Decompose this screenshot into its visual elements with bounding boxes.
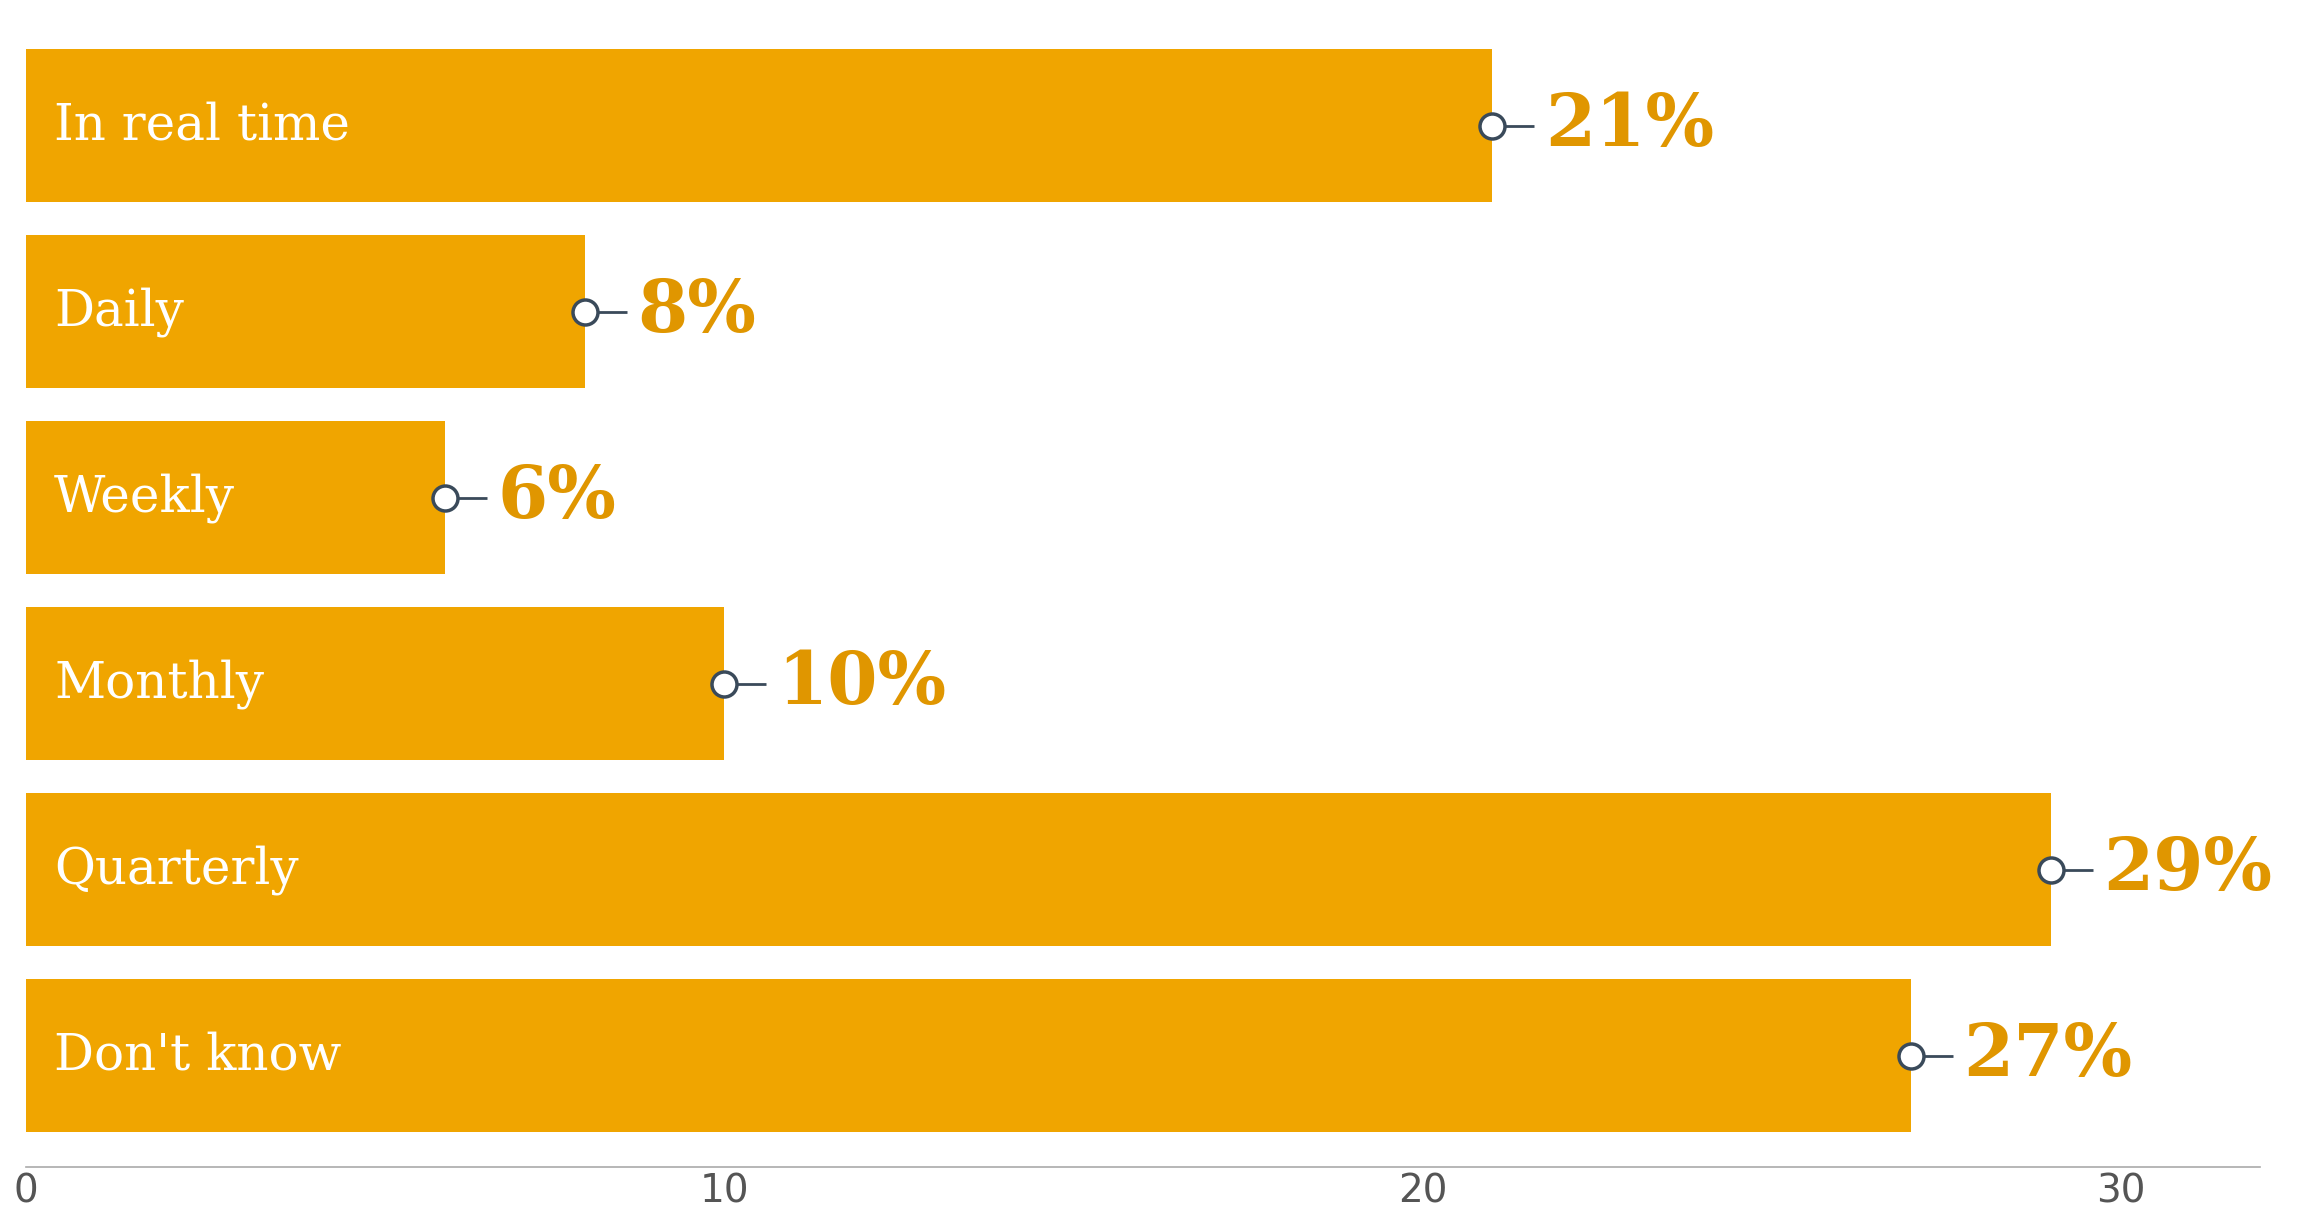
Text: Daily: Daily bbox=[53, 286, 183, 337]
Bar bbox=[25, 49, 1492, 202]
Text: 6%: 6% bbox=[498, 461, 616, 534]
Bar bbox=[25, 793, 2051, 946]
Text: 10%: 10% bbox=[776, 647, 945, 718]
Text: 8%: 8% bbox=[637, 277, 755, 348]
Text: In real time: In real time bbox=[53, 100, 350, 151]
Text: Monthly: Monthly bbox=[53, 659, 264, 709]
Text: Weekly: Weekly bbox=[53, 472, 236, 523]
Text: Don't know: Don't know bbox=[53, 1031, 341, 1081]
Text: 21%: 21% bbox=[1545, 91, 1715, 162]
Bar bbox=[25, 421, 445, 574]
Text: Quarterly: Quarterly bbox=[53, 845, 299, 895]
Text: 27%: 27% bbox=[1962, 1020, 2132, 1091]
Bar bbox=[25, 235, 584, 388]
Bar bbox=[25, 607, 725, 760]
Bar bbox=[25, 979, 1912, 1132]
Text: 29%: 29% bbox=[2104, 834, 2273, 905]
